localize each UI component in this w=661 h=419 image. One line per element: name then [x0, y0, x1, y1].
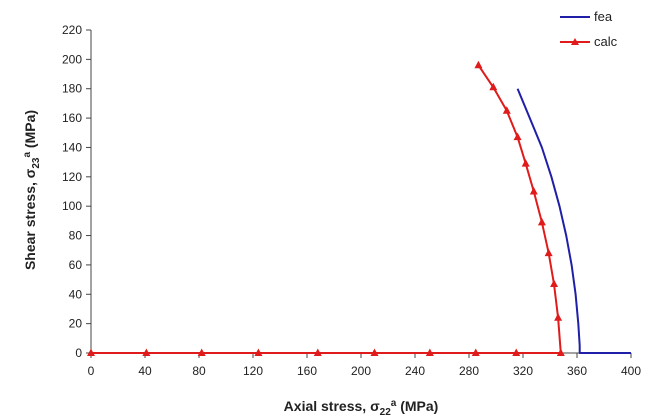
y-tick-label: 140	[62, 140, 82, 154]
data-point-calc	[544, 248, 553, 257]
data-point-calc	[474, 60, 483, 69]
y-tick-label: 220	[62, 23, 82, 37]
data-point-calc	[550, 279, 559, 287]
data-point-calc	[537, 217, 546, 226]
data-point-calc	[554, 313, 563, 321]
data-point-calc	[254, 348, 263, 356]
x-tick-label: 400	[621, 364, 641, 378]
x-axis-title: Axial stress, σ22a (MPa)	[284, 398, 439, 418]
data-point-calc	[521, 159, 530, 167]
legend-marker-calc	[571, 38, 579, 45]
y-tick-label: 40	[69, 287, 83, 301]
x-axis-ticks: 0 40 80 120 160 200 240 280 320 360 400	[88, 353, 641, 378]
x-tick-label: 280	[459, 364, 479, 378]
data-point-calc	[502, 106, 511, 114]
x-tick-label: 120	[243, 364, 263, 378]
y-tick-label: 180	[62, 82, 82, 96]
data-point-calc	[529, 187, 538, 195]
y-tick-label: 80	[69, 229, 83, 243]
data-point-calc	[556, 348, 565, 356]
legend: fea calc	[560, 9, 618, 49]
y-tick-label: 120	[62, 170, 82, 184]
x-tick-label: 240	[405, 364, 425, 378]
data-point-calc	[512, 348, 521, 356]
data-point-calc	[87, 348, 95, 356]
y-tick-label: 100	[62, 199, 82, 213]
y-tick-label: 0	[75, 346, 82, 360]
y-tick-label: 60	[69, 258, 83, 272]
data-point-calc	[471, 348, 480, 356]
x-tick-label: 360	[567, 364, 587, 378]
data-point-calc	[142, 348, 151, 356]
legend-label-fea: fea	[594, 9, 613, 24]
y-axis-ticks: 0 20 40 60 80 100 120 140 160 180 200 220	[62, 23, 91, 360]
x-tick-label: 200	[351, 364, 371, 378]
x-tick-label: 0	[88, 364, 95, 378]
series-line-calc	[91, 64, 562, 354]
legend-label-calc: calc	[594, 34, 618, 49]
data-point-calc	[197, 348, 206, 356]
y-axis-title: Shear stress, σ23a (MPa)	[22, 110, 42, 270]
x-tick-label: 80	[192, 364, 206, 378]
series-layer	[87, 60, 631, 356]
data-point-calc	[425, 348, 434, 356]
data-point-calc	[489, 82, 498, 91]
data-point-calc	[313, 348, 322, 356]
data-point-calc	[513, 132, 522, 141]
x-tick-label: 320	[513, 364, 533, 378]
y-tick-label: 20	[69, 317, 83, 331]
y-tick-label: 200	[62, 52, 82, 66]
series-line-fea	[516, 88, 631, 354]
x-tick-label: 40	[138, 364, 152, 378]
data-point-calc	[370, 348, 379, 356]
x-tick-label: 160	[297, 364, 317, 378]
y-tick-label: 160	[62, 111, 82, 125]
